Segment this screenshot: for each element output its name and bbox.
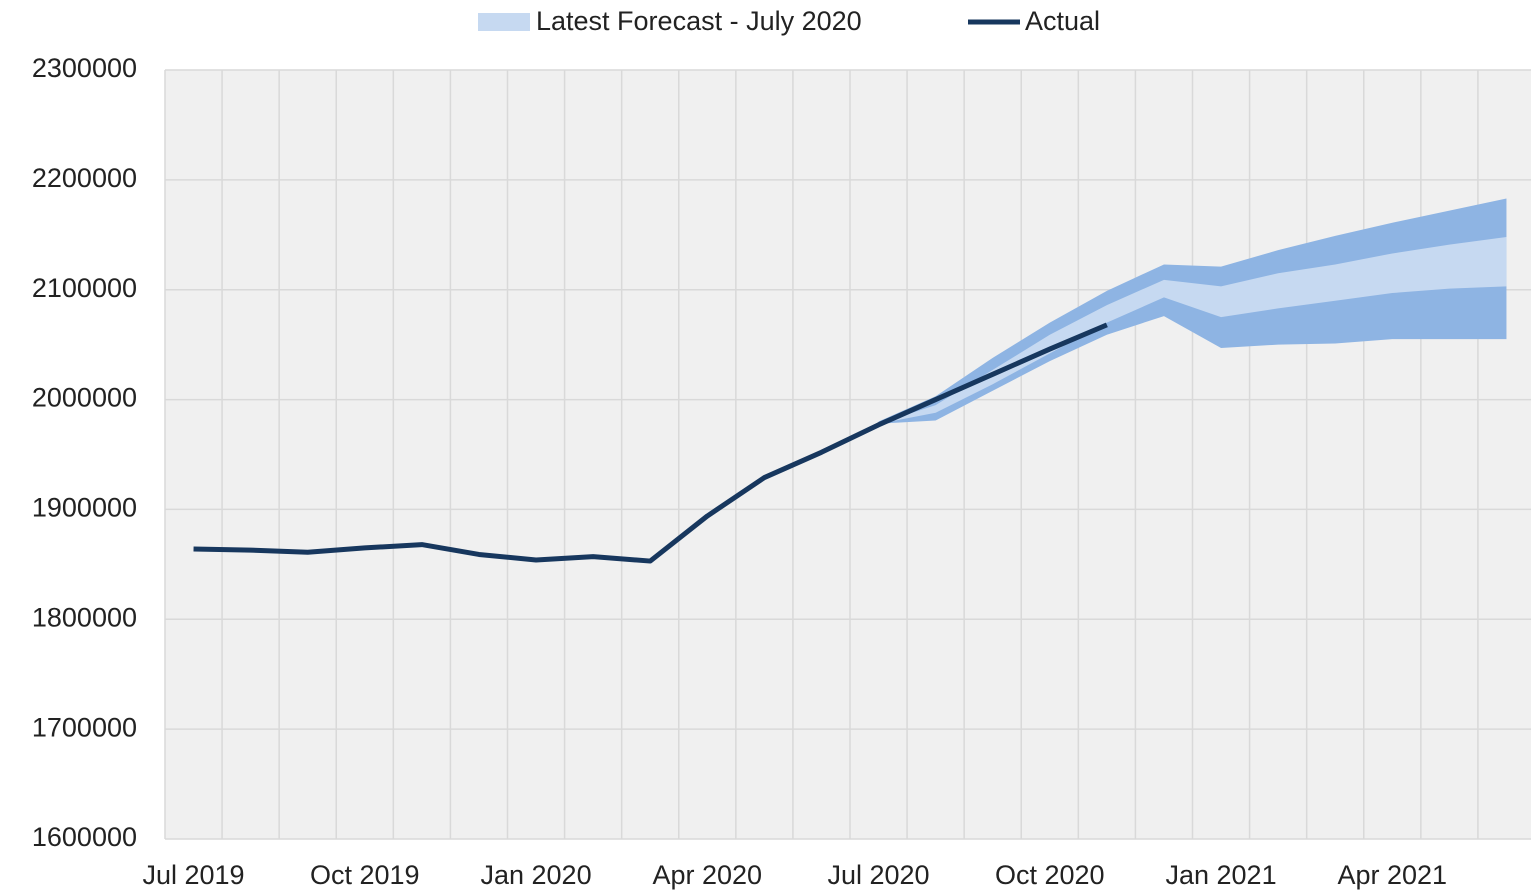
x-tick-label: Jul 2019	[142, 860, 244, 890]
y-tick-label: 1800000	[32, 602, 137, 632]
y-tick-label: 2300000	[32, 53, 137, 83]
forecast-outer-band	[878, 198, 1507, 424]
legend-label: Latest Forecast - July 2020	[536, 6, 862, 36]
x-tick-label: Apr 2021	[1337, 860, 1447, 890]
y-tick-label: 1700000	[32, 712, 137, 742]
actual-line	[193, 322, 1108, 564]
x-tick-label: Jan 2021	[1165, 860, 1276, 890]
x-tick-label: Apr 2020	[652, 860, 762, 890]
y-tick-label: 2000000	[32, 383, 137, 413]
legend-label: Actual	[1025, 6, 1100, 36]
y-tick-label: 1600000	[32, 822, 137, 852]
y-tick-label: 1900000	[32, 493, 137, 523]
y-tick-label: 2200000	[32, 163, 137, 193]
x-tick-label: Oct 2019	[310, 860, 420, 890]
x-tick-label: Jul 2020	[827, 860, 929, 890]
forecast-band	[878, 236, 1507, 424]
x-tick-label: Jan 2020	[480, 860, 591, 890]
y-tick-label: 2100000	[32, 273, 137, 303]
legend-swatch	[478, 13, 530, 31]
x-tick-label: Oct 2020	[995, 860, 1105, 890]
plot-area	[165, 70, 1531, 839]
